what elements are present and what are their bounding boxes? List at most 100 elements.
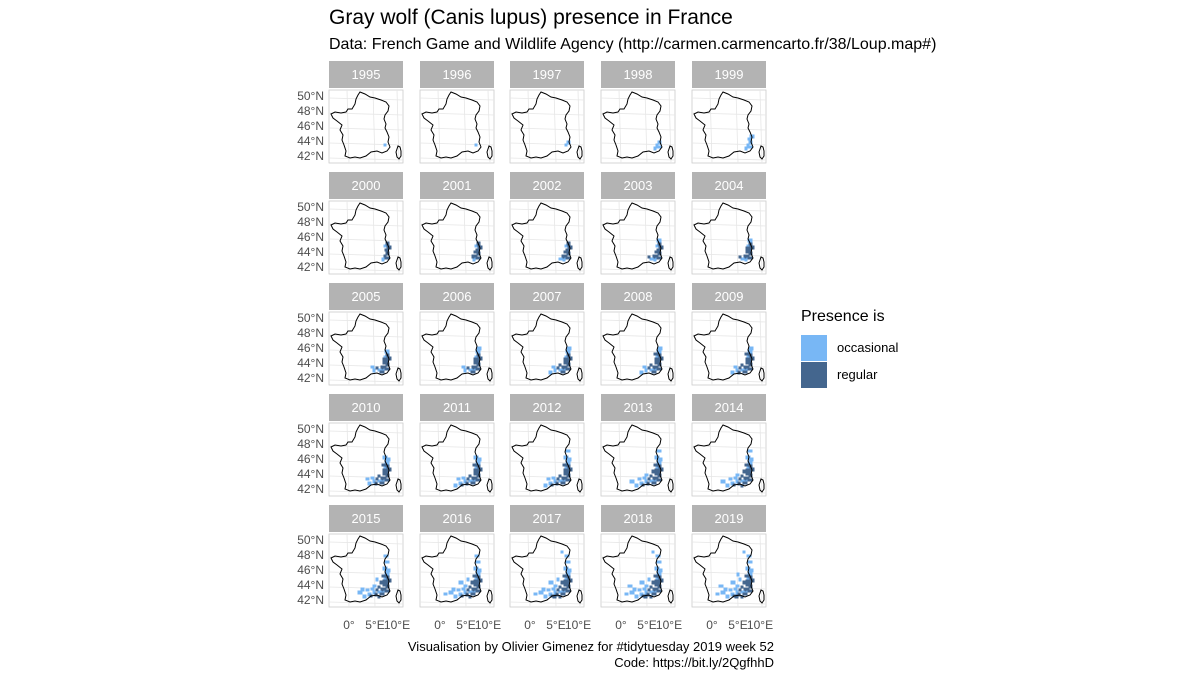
corsica-outline xyxy=(576,478,583,493)
corsica-outline xyxy=(667,589,674,604)
presence-cell xyxy=(468,368,473,372)
y-tick-label: 42°N xyxy=(297,593,324,607)
presence-cell xyxy=(556,588,560,592)
presence-cell xyxy=(375,577,379,582)
presence-cell xyxy=(563,468,568,473)
presence-cell xyxy=(644,479,648,484)
presence-cell xyxy=(656,571,662,576)
presence-cell xyxy=(740,585,744,589)
presence-cell xyxy=(740,474,744,478)
facet-strip xyxy=(329,283,403,310)
presence-cell xyxy=(382,361,388,365)
y-tick-label: 50°N xyxy=(297,311,324,325)
presence-cell xyxy=(746,244,750,248)
presence-cell xyxy=(745,583,751,587)
facet-strip-label: 2004 xyxy=(715,178,744,193)
presence-cell xyxy=(558,257,563,261)
presence-cell xyxy=(553,368,557,373)
presence-cell xyxy=(642,476,647,480)
presence-cell xyxy=(382,357,387,362)
y-tick-label: 42°N xyxy=(297,482,324,496)
facet-strip xyxy=(601,283,675,310)
presence-cell xyxy=(737,370,741,375)
presence-cell xyxy=(468,590,473,594)
presence-cell xyxy=(639,370,644,375)
presence-cell xyxy=(747,349,753,354)
presence-cell xyxy=(654,583,660,587)
presence-cell xyxy=(740,595,744,599)
presence-cell xyxy=(384,349,390,354)
legend-key-regular xyxy=(801,361,827,388)
presence-cell xyxy=(385,457,391,462)
x-tick-label: 10°E xyxy=(384,618,410,632)
facet-strip xyxy=(420,61,494,88)
presence-cell xyxy=(649,363,653,367)
facet-strip xyxy=(510,394,584,421)
presence-cell xyxy=(654,455,660,460)
presence-cell xyxy=(653,146,657,151)
presence-cell xyxy=(563,566,569,571)
presence-cell xyxy=(746,466,750,470)
corsica-outline xyxy=(395,145,402,160)
chart-subtitle: Data: French Game and Wildlife Agency (h… xyxy=(329,36,937,53)
x-tick-label: 0° xyxy=(343,618,355,632)
y-tick-label: 48°N xyxy=(297,215,324,229)
presence-cell xyxy=(647,588,651,592)
presence-cell xyxy=(357,590,363,595)
presence-cell xyxy=(654,468,659,473)
presence-cell xyxy=(564,554,570,558)
presence-cell xyxy=(384,367,390,371)
facet-map xyxy=(419,533,495,608)
corsica-outline xyxy=(667,145,674,160)
presence-cell xyxy=(725,594,730,599)
presence-cell xyxy=(563,357,568,362)
presence-cell xyxy=(463,479,467,484)
facet-map xyxy=(509,533,585,608)
presence-cell xyxy=(370,365,375,369)
presence-cell xyxy=(377,479,382,483)
presence-cell xyxy=(474,254,478,258)
presence-cell xyxy=(747,571,753,576)
france-outline xyxy=(602,202,663,270)
presence-cell xyxy=(735,479,739,484)
presence-cell xyxy=(383,355,387,359)
y-tick-label: 48°N xyxy=(297,326,324,340)
presence-cell xyxy=(466,588,470,592)
x-tick-label: 0° xyxy=(524,618,536,632)
caption-code: Code: https://bit.ly/2QgfhhD xyxy=(614,655,774,670)
presence-cell xyxy=(644,584,649,588)
presence-cell xyxy=(730,370,735,375)
facet-strip-label: 2007 xyxy=(533,289,562,304)
presence-cell xyxy=(744,574,750,578)
presence-cell xyxy=(382,455,388,460)
presence-cell xyxy=(560,370,566,374)
presence-cell xyxy=(657,457,663,462)
presence-cell xyxy=(652,587,656,592)
presence-cell xyxy=(473,566,479,571)
presence-cell xyxy=(546,588,551,592)
facet-strip-label: 1996 xyxy=(443,67,472,82)
presence-cell xyxy=(360,587,365,592)
facet-strip-label: 1998 xyxy=(624,67,653,82)
presence-cell xyxy=(747,460,753,465)
presence-cell xyxy=(456,477,461,481)
presence-cell xyxy=(458,580,464,585)
presence-cell xyxy=(546,477,551,481)
presence-cell xyxy=(654,361,660,365)
france-outline xyxy=(421,424,482,492)
presence-cell xyxy=(562,463,568,467)
presence-cell xyxy=(744,463,750,467)
facet-strip-label: 2003 xyxy=(624,178,653,193)
presence-cell xyxy=(740,368,745,372)
y-tick-label: 46°N xyxy=(297,119,324,133)
corsica-outline xyxy=(395,478,402,493)
presence-cell xyxy=(470,481,476,485)
presence-cell xyxy=(548,580,554,585)
presence-cell xyxy=(720,590,726,595)
presence-cell xyxy=(653,574,659,578)
presence-cell xyxy=(468,479,473,483)
presence-cell xyxy=(655,365,659,369)
presence-cell xyxy=(747,367,753,371)
presence-cell xyxy=(456,588,461,592)
presence-cell xyxy=(728,477,733,481)
